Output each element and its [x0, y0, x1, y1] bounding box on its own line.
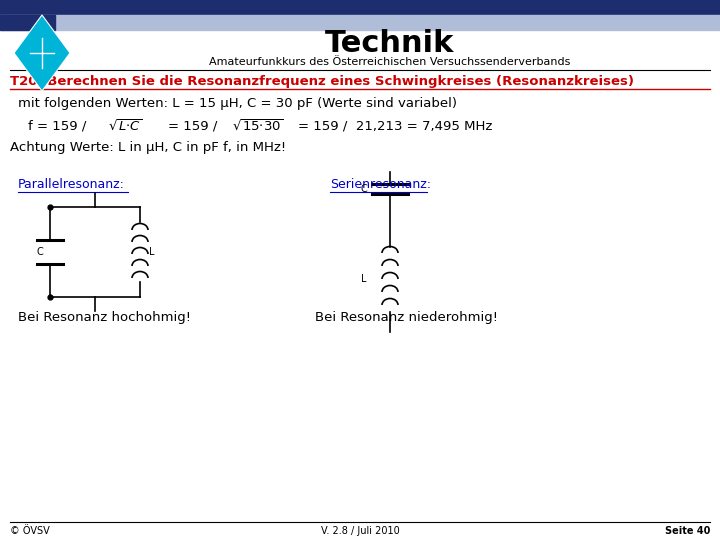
Text: = 159 /  21,213 = 7,495 MHz: = 159 / 21,213 = 7,495 MHz	[298, 119, 492, 132]
Text: Technik: Technik	[325, 29, 455, 57]
Text: f = 159 /: f = 159 /	[28, 119, 91, 132]
Bar	[0, 0, 720, 15]
Polygon shape	[14, 15, 70, 91]
Bar	[0, 15, 720, 30]
Text: L: L	[149, 247, 155, 257]
Text: Parallelresonanz:: Parallelresonanz:	[18, 179, 125, 192]
Text: mit folgenden Werten: L = 15 μH, C = 30 pF (Werte sind variabel): mit folgenden Werten: L = 15 μH, C = 30 …	[18, 98, 457, 111]
Bar	[0, 15, 55, 30]
Text: Amateurfunkkurs des Österreichischen Versuchssenderverbands: Amateurfunkkurs des Österreichischen Ver…	[210, 57, 571, 67]
Text: Bei Resonanz niederohmig!: Bei Resonanz niederohmig!	[315, 312, 498, 325]
Text: Bei Resonanz hochohmig!: Bei Resonanz hochohmig!	[18, 312, 191, 325]
Text: L: L	[361, 274, 366, 284]
Text: $\sqrt{15{\cdot}30}$: $\sqrt{15{\cdot}30}$	[232, 118, 284, 133]
Text: Serienresonanz:: Serienresonanz:	[330, 179, 431, 192]
Text: C: C	[37, 247, 43, 257]
Text: V. 2.8 / Juli 2010: V. 2.8 / Juli 2010	[320, 526, 400, 536]
Text: T20. Berechnen Sie die Resonanzfrequenz eines Schwingkreises (Resonanzkreises): T20. Berechnen Sie die Resonanzfrequenz …	[10, 76, 634, 89]
Text: Achtung Werte: L in μH, C in pF f, in MHz!: Achtung Werte: L in μH, C in pF f, in MH…	[10, 140, 286, 153]
Text: © ÖVSV: © ÖVSV	[10, 526, 50, 536]
Text: Seite 40: Seite 40	[665, 526, 710, 536]
Text: C: C	[361, 184, 367, 194]
Text: = 159 /: = 159 /	[168, 119, 222, 132]
Text: $\sqrt{L{\cdot}C}$: $\sqrt{L{\cdot}C}$	[108, 118, 143, 133]
